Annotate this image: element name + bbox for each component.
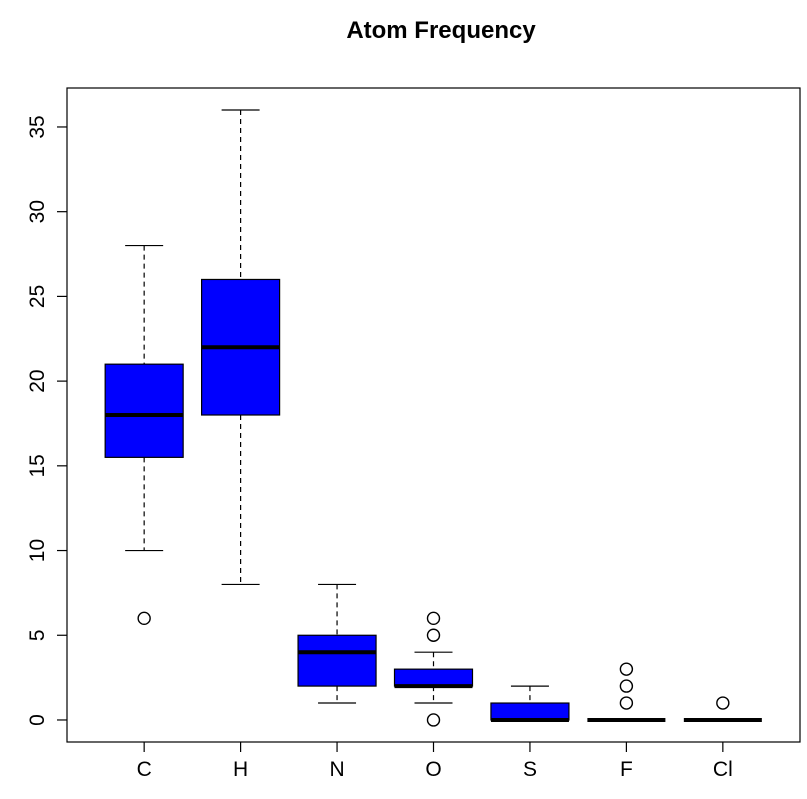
chart-title: Atom Frequency [346,17,536,44]
y-tick-label-20: 20 [26,369,49,392]
box-h [201,109,281,586]
y-tick-label-10: 10 [26,539,49,562]
chart-axes: 0 5 10 15 20 25 30 35 C H N O S F Cl [26,87,801,781]
y-tick-label-15: 15 [26,454,49,477]
outlier-f-1 [619,679,634,693]
box-cl [683,696,762,722]
x-tick-label-c: C [137,758,152,781]
x-tick-label-o: O [425,758,441,781]
outlier-o-2 [426,611,441,626]
box-rect-s [490,702,570,721]
x-tick-label-h: H [233,758,248,781]
y-tick-label-25: 25 [26,285,49,308]
outlier-f-0 [619,696,634,710]
box-f [587,662,666,722]
outlier-c-0 [137,611,151,626]
x-tick-label-n: N [329,758,344,781]
box-s [490,685,570,722]
box-c [104,244,184,626]
x-tick-label-s: S [523,758,537,781]
x-tick-label-cl: Cl [713,758,733,781]
y-tick-label-30: 30 [26,200,49,223]
box-rect-c [104,363,184,458]
outlier-cl-0 [716,696,730,710]
outlier-o-0 [426,713,441,727]
chart-boxes [104,109,762,727]
box-o [393,611,474,727]
box-n [297,583,377,704]
outlier-o-1 [426,628,441,642]
box-rect-n [297,634,377,687]
box-rect-o [393,668,474,687]
outlier-f-2 [619,662,634,676]
y-tick-label-0: 0 [26,714,49,726]
x-tick-label-f: F [620,758,633,781]
y-tick-label-35: 35 [26,115,49,138]
y-tick-label-5: 5 [26,629,49,641]
